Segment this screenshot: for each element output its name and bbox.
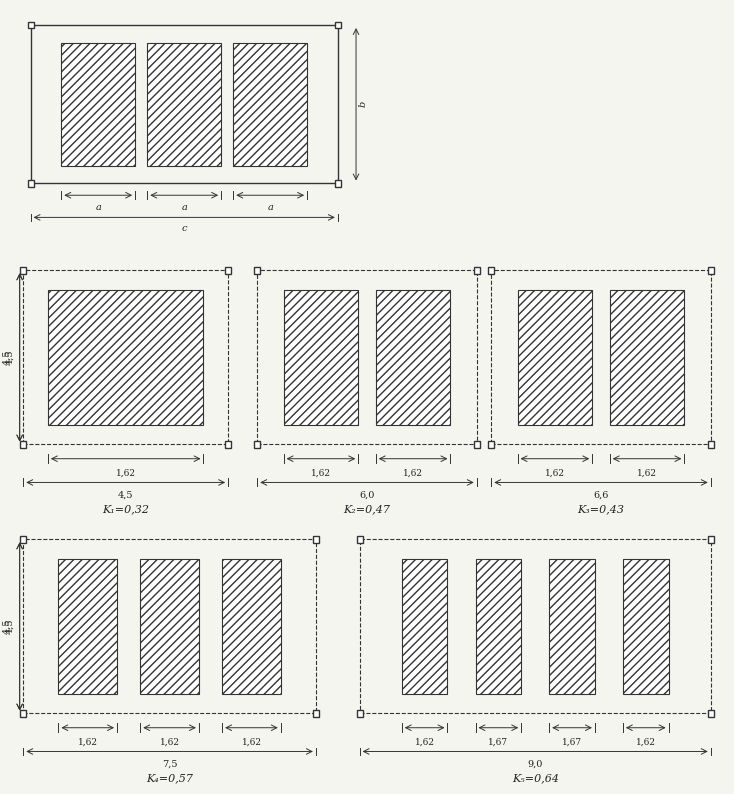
Bar xyxy=(376,290,451,426)
Text: 4,5: 4,5 xyxy=(6,619,15,634)
Bar xyxy=(21,441,26,448)
Text: K₃=0,43: K₃=0,43 xyxy=(578,504,625,514)
Bar xyxy=(488,441,494,448)
Bar xyxy=(258,271,476,445)
Bar xyxy=(31,25,338,183)
Bar xyxy=(148,43,221,166)
Bar xyxy=(313,711,319,717)
Bar xyxy=(21,268,26,274)
Bar xyxy=(357,711,363,717)
Bar xyxy=(335,22,341,29)
Bar xyxy=(28,22,34,29)
Text: 6,6: 6,6 xyxy=(593,491,608,499)
Bar xyxy=(708,711,713,717)
Text: 1,67: 1,67 xyxy=(488,738,509,747)
Text: a: a xyxy=(95,203,101,212)
Bar xyxy=(222,558,280,694)
Bar xyxy=(360,539,711,714)
Text: 1,62: 1,62 xyxy=(637,469,657,478)
Text: 1,62: 1,62 xyxy=(545,469,565,478)
Text: 1,62: 1,62 xyxy=(116,469,136,478)
Bar xyxy=(255,268,261,274)
Text: 1,62: 1,62 xyxy=(159,738,180,747)
Bar xyxy=(23,271,228,445)
Bar xyxy=(488,268,494,274)
Bar xyxy=(23,539,316,714)
Text: a: a xyxy=(267,203,273,212)
Text: b: b xyxy=(359,101,368,107)
Bar xyxy=(491,271,711,445)
Bar xyxy=(357,536,363,542)
Bar xyxy=(708,441,713,448)
Bar xyxy=(708,536,713,542)
Text: 1,62: 1,62 xyxy=(241,738,261,747)
Bar xyxy=(59,558,117,694)
Bar xyxy=(473,441,479,448)
Bar xyxy=(28,180,34,187)
Bar xyxy=(62,43,135,166)
Text: 4,5: 4,5 xyxy=(3,349,12,365)
Text: c: c xyxy=(181,224,187,233)
Bar xyxy=(401,558,448,694)
Bar xyxy=(140,558,199,694)
Text: 1,62: 1,62 xyxy=(311,469,331,478)
Bar xyxy=(473,268,479,274)
Text: 4,5: 4,5 xyxy=(6,349,15,365)
Text: K₁=0,32: K₁=0,32 xyxy=(102,504,149,514)
Bar xyxy=(283,290,358,426)
Bar xyxy=(233,43,307,166)
Bar xyxy=(476,558,521,694)
Bar xyxy=(225,268,231,274)
Text: 1,62: 1,62 xyxy=(78,738,98,747)
Text: 4,5: 4,5 xyxy=(118,491,134,499)
Bar xyxy=(610,290,684,426)
Bar xyxy=(21,536,26,542)
Text: K₂=0,47: K₂=0,47 xyxy=(344,504,390,514)
Text: K₅=0,64: K₅=0,64 xyxy=(512,773,559,783)
Bar xyxy=(708,268,713,274)
Text: 4,5: 4,5 xyxy=(3,619,12,634)
Bar xyxy=(255,441,261,448)
Text: 9,0: 9,0 xyxy=(528,759,543,769)
Bar xyxy=(48,290,203,426)
Text: K₄=0,57: K₄=0,57 xyxy=(146,773,193,783)
Text: 1,62: 1,62 xyxy=(415,738,435,747)
Bar xyxy=(21,711,26,717)
Text: 1,67: 1,67 xyxy=(562,738,582,747)
Text: 1,62: 1,62 xyxy=(403,469,423,478)
Bar xyxy=(225,441,231,448)
Bar xyxy=(313,536,319,542)
Bar xyxy=(623,558,669,694)
Text: 6,0: 6,0 xyxy=(360,491,374,499)
Bar xyxy=(335,180,341,187)
Text: 7,5: 7,5 xyxy=(161,759,178,769)
Text: 1,62: 1,62 xyxy=(636,738,655,747)
Text: a: a xyxy=(181,203,187,212)
Bar xyxy=(549,558,595,694)
Bar xyxy=(517,290,592,426)
